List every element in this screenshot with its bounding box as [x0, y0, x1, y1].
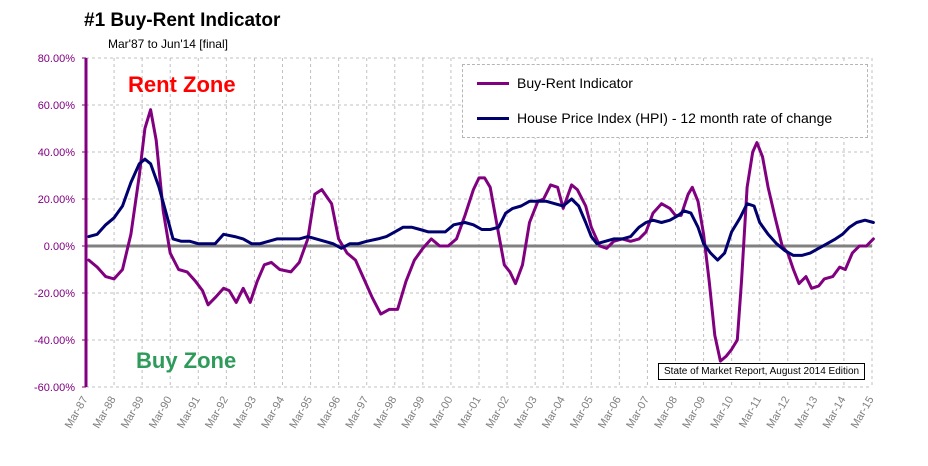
x-tick-label: Mar-04 — [540, 395, 568, 431]
y-tick-label: 0.00% — [44, 241, 75, 253]
legend-swatch-hpi — [477, 116, 509, 120]
chart-subtitle: Mar'87 to Jun'14 [final] — [108, 37, 228, 51]
x-tick-label: Mar-12 — [765, 395, 793, 431]
x-tick-label: Mar-09 — [680, 395, 708, 431]
legend-label-buy-rent: Buy-Rent Indicator — [517, 75, 633, 91]
x-tick-label: Mar-93 — [231, 395, 259, 431]
rent-zone-label: Rent Zone — [128, 72, 236, 97]
buy-rent-line — [87, 108, 875, 363]
y-tick-label: -40.00% — [34, 335, 75, 347]
x-tick-label: Mar-87 — [63, 395, 91, 431]
x-tick-label: Mar-07 — [624, 395, 652, 431]
x-tick-label: Mar-13 — [793, 395, 821, 431]
x-tick-label: Mar-10 — [708, 395, 736, 431]
x-tick-label: Mar-05 — [568, 395, 596, 431]
x-tick-label: Mar-98 — [372, 395, 400, 431]
x-tick-label: Mar-00 — [428, 395, 456, 431]
x-tick-label: Mar-06 — [596, 395, 624, 431]
y-tick-label: -60.00% — [34, 382, 75, 394]
x-tick-label: Mar-01 — [456, 395, 484, 431]
chart-legend: Buy-Rent Indicator House Price Index (HP… — [462, 64, 868, 138]
x-tick-label: Mar-14 — [821, 395, 849, 431]
legend-swatch-buy-rent — [477, 81, 509, 85]
legend-item-hpi: House Price Index (HPI) - 12 month rate … — [477, 108, 832, 128]
x-tick-label: Mar-15 — [849, 395, 877, 431]
x-tick-label: Mar-94 — [259, 395, 287, 431]
x-tick-label: Mar-08 — [652, 395, 680, 431]
source-note: State of Market Report, August 2014 Edit… — [658, 363, 866, 380]
hpi-line — [87, 157, 875, 262]
chart-title: #1 Buy-Rent Indicator — [84, 10, 281, 31]
y-tick-label: 20.00% — [38, 194, 76, 206]
x-tick-label: Mar-11 — [737, 395, 764, 430]
x-tick-label: Mar-88 — [91, 395, 119, 431]
x-tick-label: Mar-89 — [119, 395, 147, 431]
x-tick-label: Mar-90 — [147, 395, 175, 431]
x-tick-label: Mar-95 — [287, 395, 315, 431]
x-tick-label: Mar-96 — [315, 395, 343, 431]
y-tick-label: 40.00% — [38, 147, 76, 159]
x-tick-label: Mar-02 — [484, 394, 512, 430]
x-tick-label: Mar-03 — [512, 395, 540, 431]
legend-label-hpi: House Price Index (HPI) - 12 month rate … — [517, 110, 833, 126]
buy-zone-label: Buy Zone — [136, 348, 237, 373]
y-tick-label: 60.00% — [38, 100, 76, 112]
y-tick-label: -20.00% — [34, 288, 75, 300]
legend-item-buy-rent: Buy-Rent Indicator — [477, 73, 633, 93]
x-tick-label: Mar-97 — [343, 395, 371, 431]
x-tick-label: Mar-91 — [175, 395, 203, 431]
x-tick-label: Mar-92 — [203, 395, 231, 431]
y-tick-label: 80.00% — [38, 53, 76, 65]
x-tick-label: Mar-99 — [400, 395, 428, 431]
